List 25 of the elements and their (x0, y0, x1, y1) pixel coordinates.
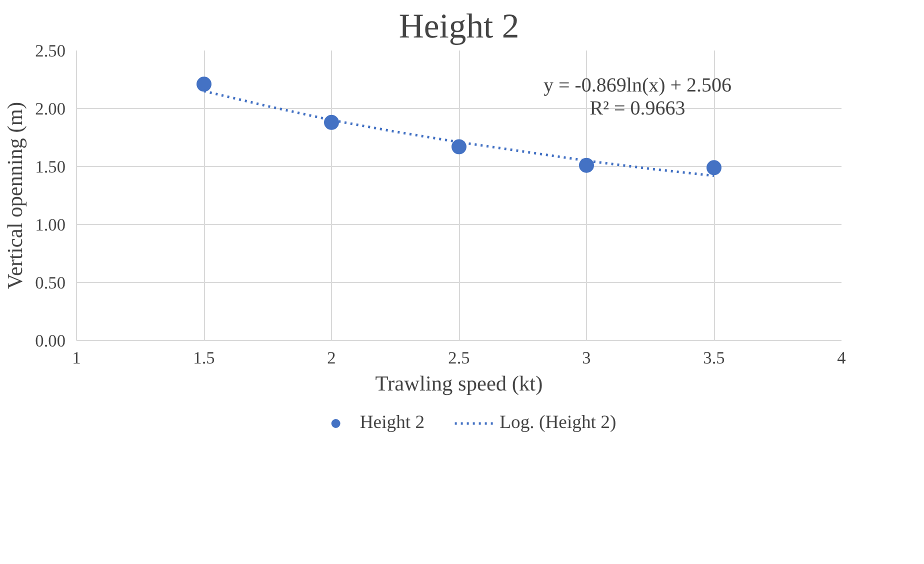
legend-label: Height 2 (360, 412, 425, 434)
y-tick-label: 2.00 (35, 100, 66, 118)
annotation: R² = 0.9663 (590, 98, 686, 120)
y-tick-label: 0.00 (35, 332, 66, 350)
point (196, 76, 212, 92)
x-tick-label: 4 (837, 348, 846, 368)
point (579, 158, 594, 173)
chart-title: Height 2 (398, 8, 520, 46)
x-tick-label: 1 (72, 348, 81, 368)
y-axis-title: Vertical openning (m) (3, 102, 28, 290)
point (452, 139, 466, 154)
x-tick-label: 2.5 (448, 348, 470, 368)
annotation: y = -0.869ln(x) + 2.506 (543, 74, 732, 96)
x-tick-label: 1.5 (193, 348, 215, 368)
y-tick-label: 1.00 (35, 216, 66, 234)
point (324, 114, 339, 130)
x-tick-label: 3 (582, 348, 591, 368)
x-axis-title: Trawling speed (kt) (375, 372, 543, 396)
y-tick-label: 0.50 (35, 274, 66, 292)
x-tick-label: 3.5 (703, 348, 725, 368)
legend-label: Log. (Height 2) (500, 412, 616, 434)
y-tick-label: 1.50 (35, 158, 66, 176)
y-tick-label: 2.50 (35, 42, 66, 60)
point (706, 160, 722, 176)
x-tick-label: 2 (327, 348, 336, 368)
